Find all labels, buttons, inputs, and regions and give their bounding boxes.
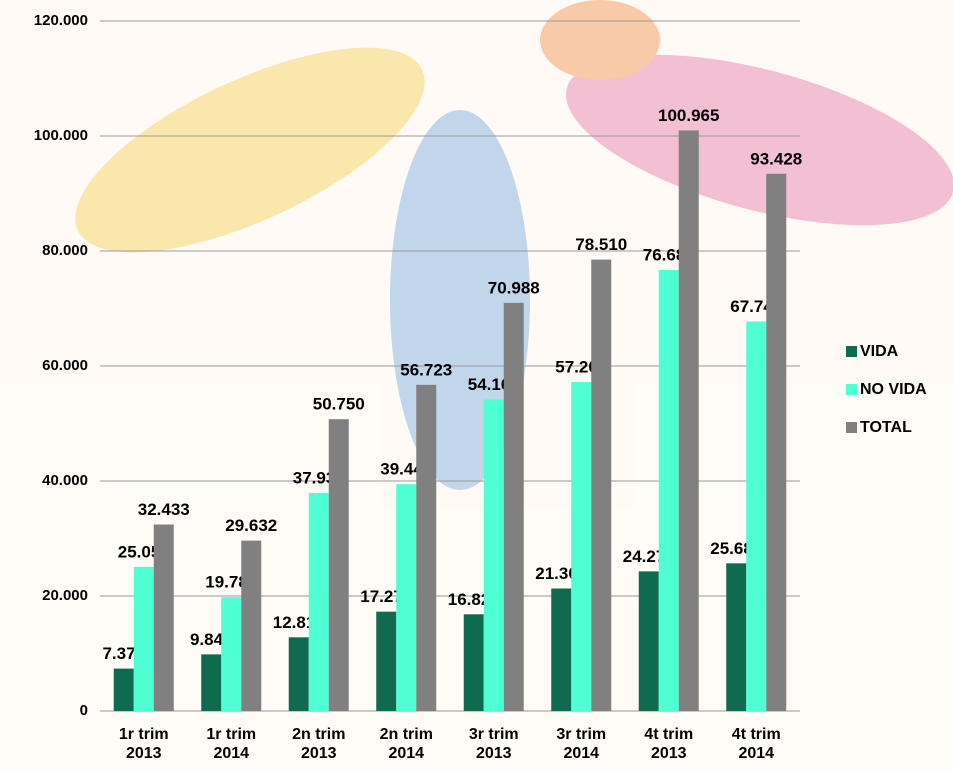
y-tick-label: 100.000 — [34, 127, 88, 144]
legend-swatch — [846, 422, 857, 433]
bar — [114, 669, 134, 711]
legend-label: VIDA — [860, 343, 899, 360]
x-tick-label: 4t trim 2014 — [721, 725, 791, 763]
bar — [134, 567, 154, 711]
x-tick-label: 1r trim 2013 — [109, 725, 179, 763]
bar — [241, 541, 261, 711]
bar — [639, 571, 659, 711]
value-label: 70.988 — [488, 278, 540, 297]
bar — [484, 400, 504, 711]
y-tick-label: 20.000 — [42, 587, 88, 604]
bar — [504, 303, 524, 711]
bar — [309, 493, 329, 711]
x-tick-label: 3r trim 2013 — [459, 725, 529, 763]
bar — [376, 612, 396, 711]
legend-label: NO VIDA — [860, 381, 927, 398]
bar — [329, 419, 349, 711]
legend-label: TOTAL — [860, 419, 912, 436]
x-tick-label: 4t trim 2013 — [634, 725, 704, 763]
x-tick-label: 2n trim 2013 — [284, 725, 354, 763]
value-label: 100.965 — [658, 106, 719, 125]
bar — [551, 589, 571, 711]
bar — [659, 270, 679, 711]
bar — [154, 525, 174, 711]
bar — [201, 654, 221, 711]
bar — [464, 614, 484, 711]
y-tick-label: 60.000 — [42, 357, 88, 374]
bar — [221, 597, 241, 711]
bar — [766, 174, 786, 711]
value-label: 78.510 — [575, 235, 627, 254]
value-label: 93.428 — [750, 149, 802, 168]
legend-swatch — [846, 384, 857, 395]
bar — [571, 382, 591, 711]
value-label: 32.433 — [138, 500, 190, 519]
y-tick-label: 80.000 — [42, 242, 88, 259]
bar — [746, 321, 766, 711]
x-tick-label: 3r trim 2014 — [546, 725, 616, 763]
chart-page: 0 20.000 40.000 60.000 80.000 100.000 120.000 7… — [0, 0, 953, 770]
value-label: 56.723 — [400, 360, 452, 379]
x-tick-label: 1r trim 2014 — [196, 725, 266, 763]
bar — [289, 637, 309, 711]
bar — [591, 260, 611, 711]
legend-swatch — [846, 346, 857, 357]
bar — [416, 385, 436, 711]
value-label: 29.632 — [225, 516, 277, 535]
y-tick-label: 40.000 — [42, 472, 88, 489]
bar — [726, 563, 746, 711]
x-tick-label: 2n trim 2014 — [371, 725, 441, 763]
bar — [679, 130, 699, 711]
y-tick-label: 0 — [80, 702, 88, 719]
chart: 0 20.000 40.000 60.000 80.000 100.000 120.000 7… — [0, 0, 953, 770]
bar — [396, 484, 416, 711]
y-tick-label: 120.000 — [34, 12, 88, 29]
hand-shape — [540, 0, 660, 80]
value-label: 50.750 — [313, 395, 365, 414]
